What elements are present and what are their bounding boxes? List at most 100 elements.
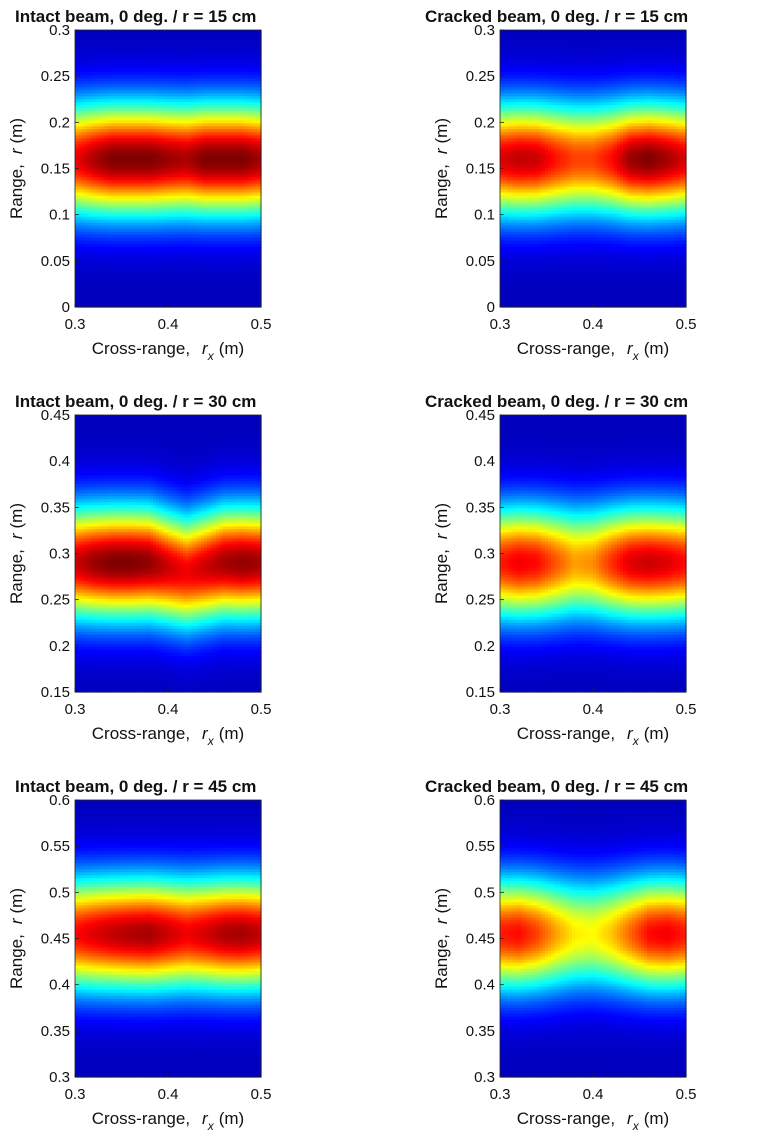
heatmap-cell [117, 108, 121, 112]
heatmap-cell [117, 126, 121, 130]
heatmap-cell [114, 228, 118, 233]
heatmap-cell [144, 291, 148, 296]
heatmap-cell [129, 204, 133, 209]
heatmap-cell [141, 180, 145, 185]
heatmap-cell [87, 57, 91, 61]
heatmap-cell [108, 258, 112, 263]
heatmap-cell [114, 225, 118, 230]
heatmap-cell [132, 246, 136, 251]
heatmap-cell [102, 300, 106, 305]
heatmap-cell [93, 204, 97, 209]
heatmap-cell [96, 33, 100, 37]
heatmap-cell [147, 90, 151, 94]
heatmap-cell [90, 195, 94, 200]
heatmap-cell [90, 42, 94, 46]
heatmap-cell [126, 261, 130, 266]
heatmap-cell [75, 267, 79, 272]
heatmap-cell [111, 258, 115, 263]
heatmap-cell [75, 186, 79, 191]
heatmap-cell [99, 234, 103, 239]
heatmap-cell [75, 159, 79, 164]
heatmap-cell [75, 213, 79, 218]
heatmap-cell [84, 237, 88, 242]
heatmap-cell [105, 156, 109, 161]
heatmap-cell [99, 294, 103, 299]
heatmap-cell [144, 51, 148, 55]
heatmap-cell [93, 195, 97, 200]
heatmap-cell [141, 108, 145, 112]
heatmap-cell [135, 264, 139, 269]
heatmap-cell [144, 33, 148, 37]
heatmap-cell [81, 228, 85, 233]
heatmap-cell [141, 267, 145, 272]
heatmap-cell [117, 288, 121, 293]
heatmap-cell [123, 36, 127, 40]
heatmap-cell [108, 210, 112, 215]
heatmap-cell [135, 90, 139, 94]
heatmap-cell [129, 129, 133, 133]
heatmap-cell [147, 138, 151, 142]
heatmap-cell [75, 294, 79, 299]
heatmap-cell [138, 222, 142, 227]
heatmap-cell [144, 159, 148, 164]
heatmap-cell [99, 54, 103, 58]
heatmap-cell [120, 129, 124, 133]
heatmap-cell [108, 225, 112, 230]
heatmap-cell [87, 231, 91, 236]
heatmap-cell [147, 81, 151, 85]
heatmap-cell [111, 159, 115, 164]
heatmap-cell [150, 90, 154, 94]
heatmap-cell [132, 180, 136, 185]
heatmap-cell [99, 186, 103, 191]
heatmap-cell [99, 261, 103, 266]
heatmap-cell [108, 171, 112, 176]
heatmap-cell [87, 291, 91, 296]
heatmap-cell [90, 288, 94, 293]
heatmap-cell [111, 279, 115, 284]
heatmap-cell [117, 123, 121, 127]
heatmap-cell [99, 105, 103, 109]
heatmap-cell [105, 204, 109, 209]
heatmap-cell [132, 78, 136, 82]
heatmap-cell [120, 264, 124, 269]
heatmap-cell [144, 156, 148, 161]
heatmap-cell [81, 288, 85, 293]
heatmap-cell [99, 207, 103, 212]
heatmap-cell [120, 270, 124, 275]
heatmap-cell [129, 135, 133, 139]
heatmap-cell [114, 300, 118, 305]
heatmap-cell [78, 267, 82, 272]
heatmap-cell [99, 114, 103, 118]
heatmap-cell [90, 255, 94, 260]
heatmap-cell [144, 186, 148, 191]
heatmap-cell [138, 207, 142, 212]
heatmap-cell [141, 33, 145, 37]
heatmap-cell [132, 171, 136, 176]
heatmap-cell [120, 66, 124, 70]
heatmap-cell [141, 258, 145, 263]
heatmap-cell [90, 273, 94, 278]
heatmap-cell [141, 129, 145, 133]
heatmap-cell [102, 114, 106, 118]
heatmap-cell [111, 120, 115, 124]
heatmap-cell [129, 78, 133, 82]
heatmap-cell [87, 102, 91, 106]
heatmap-cell [96, 267, 100, 272]
heatmap-cell [93, 132, 97, 136]
heatmap-cell [138, 45, 142, 49]
heatmap-cell [90, 279, 94, 284]
heatmap-cell [75, 102, 79, 106]
heatmap-cell [144, 213, 148, 218]
heatmap-cell [147, 78, 151, 82]
heatmap-cell [114, 36, 118, 40]
heatmap-cell [129, 120, 133, 124]
heatmap-cell [141, 138, 145, 142]
heatmap-cell [102, 213, 106, 218]
heatmap-cell [93, 36, 97, 40]
heatmap-cell [138, 288, 142, 293]
heatmap-cell [99, 297, 103, 302]
heatmap-cell [99, 213, 103, 218]
heatmap-cell [84, 126, 88, 130]
heatmap-cell [78, 285, 82, 290]
heatmap-cell [132, 75, 136, 79]
